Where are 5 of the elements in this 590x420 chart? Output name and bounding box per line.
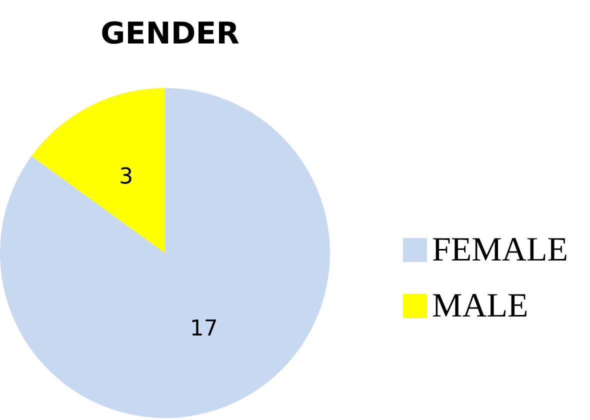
chart-title: GENDER [100, 16, 240, 52]
data-label: 3 [119, 164, 134, 190]
legend-label: MALE [432, 288, 528, 324]
data-label: 17 [190, 316, 218, 342]
legend-label: FEMALE [432, 232, 568, 268]
